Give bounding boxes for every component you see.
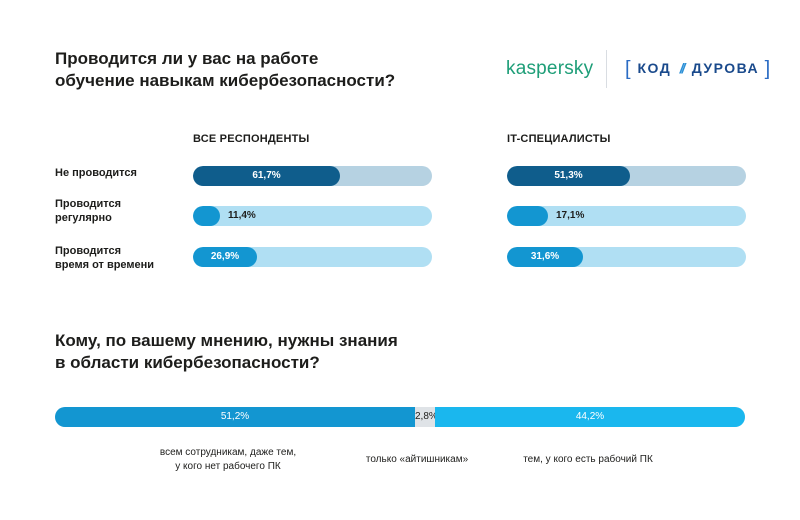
stacked-segment-caption: только «айтишникам» [317, 453, 517, 467]
question-2-line-1: Кому, по вашему мнению, нужны знания [55, 331, 398, 350]
stacked-segment-caption: тем, у кого есть рабочий ПК [488, 453, 688, 467]
caption-line: тем, у кого есть рабочий ПК [523, 454, 653, 465]
question-1-line-1: Проводится ли у вас на работе [55, 49, 319, 68]
caption-line: только «айтишникам» [365, 454, 469, 465]
kod-durova-logo: [ КОД // ДУРОВА ] [625, 58, 772, 81]
bar-value-label: 26,9% [210, 251, 240, 262]
stacked-segment [435, 407, 745, 427]
caption-line: всем сотрудникам, даже тем, [159, 447, 297, 458]
kaspersky-logo: kaspersky [506, 58, 594, 79]
stacked-segment-value: 44,2% [575, 411, 605, 422]
bar-track: 11,4% [193, 206, 432, 226]
logo-divider [606, 50, 607, 88]
row-label-line: Не проводится [55, 167, 137, 179]
kod-logo-word-1: КОД [637, 60, 672, 76]
question-2-line-2: в области кибербезопасности? [55, 353, 320, 372]
bar-value-label: 31,6% [530, 251, 560, 262]
row-label-1: Не проводится [55, 166, 137, 180]
bar-fill [507, 247, 583, 267]
row-label-3: Проводится время от времени [55, 244, 154, 272]
bar-track: 51,3% [507, 166, 746, 186]
bar-track: 26,9% [193, 247, 432, 267]
stacked-segment-value: 51,2% [220, 411, 250, 422]
bar-value-label: 51,3% [554, 170, 583, 181]
bar-fill [193, 206, 220, 226]
caption-line: у кого нет рабочего ПК [175, 461, 281, 472]
bar-track: 31,6% [507, 247, 746, 267]
bar-fill [507, 206, 548, 226]
row-label-line: регулярно [55, 212, 112, 224]
row-label-line: Проводится [55, 245, 122, 257]
question-2-title: Кому, по вашему мнению, нужны знания в о… [55, 330, 475, 374]
stacked-segment-caption: всем сотрудникам, даже тем, у кого нет ра… [128, 446, 328, 474]
question-1-title: Проводится ли у вас на работе обучение н… [55, 48, 475, 92]
bar-fill [507, 166, 630, 186]
row-label-line: время от времени [55, 259, 155, 271]
knowledge-stacked-bar: 51,2% 2,8% 44,2% [55, 407, 745, 427]
row-label-line: Проводится [55, 198, 122, 210]
kod-logo-bracket-right: ] [764, 58, 772, 80]
bar-track: 17,1% [507, 206, 746, 226]
row-label-2: Проводится регулярно [55, 197, 121, 225]
bar-fill [193, 166, 340, 186]
stacked-segment-value: 2,8% [415, 411, 438, 422]
bar-fill [193, 247, 257, 267]
kod-logo-bracket-left: [ [625, 58, 633, 80]
bar-value-label: 11,4% [228, 210, 256, 221]
bar-value-label: 17,1% [556, 210, 585, 221]
kod-logo-slash: // [679, 60, 686, 76]
question-1-line-2: обучение навыкам кибербезопасности? [55, 71, 396, 90]
stacked-segment [55, 407, 415, 427]
bar-track: 61,7% [193, 166, 432, 186]
bar-value-label: 61,7% [252, 170, 281, 181]
kod-logo-word-2: ДУРОВА [691, 60, 760, 76]
stacked-segment [415, 407, 435, 427]
series-heading-it-specialists: IT-СПЕЦИАЛИСТЫ [507, 133, 611, 145]
series-heading-all-respondents: ВСЕ РЕСПОНДЕНТЫ [193, 133, 310, 145]
